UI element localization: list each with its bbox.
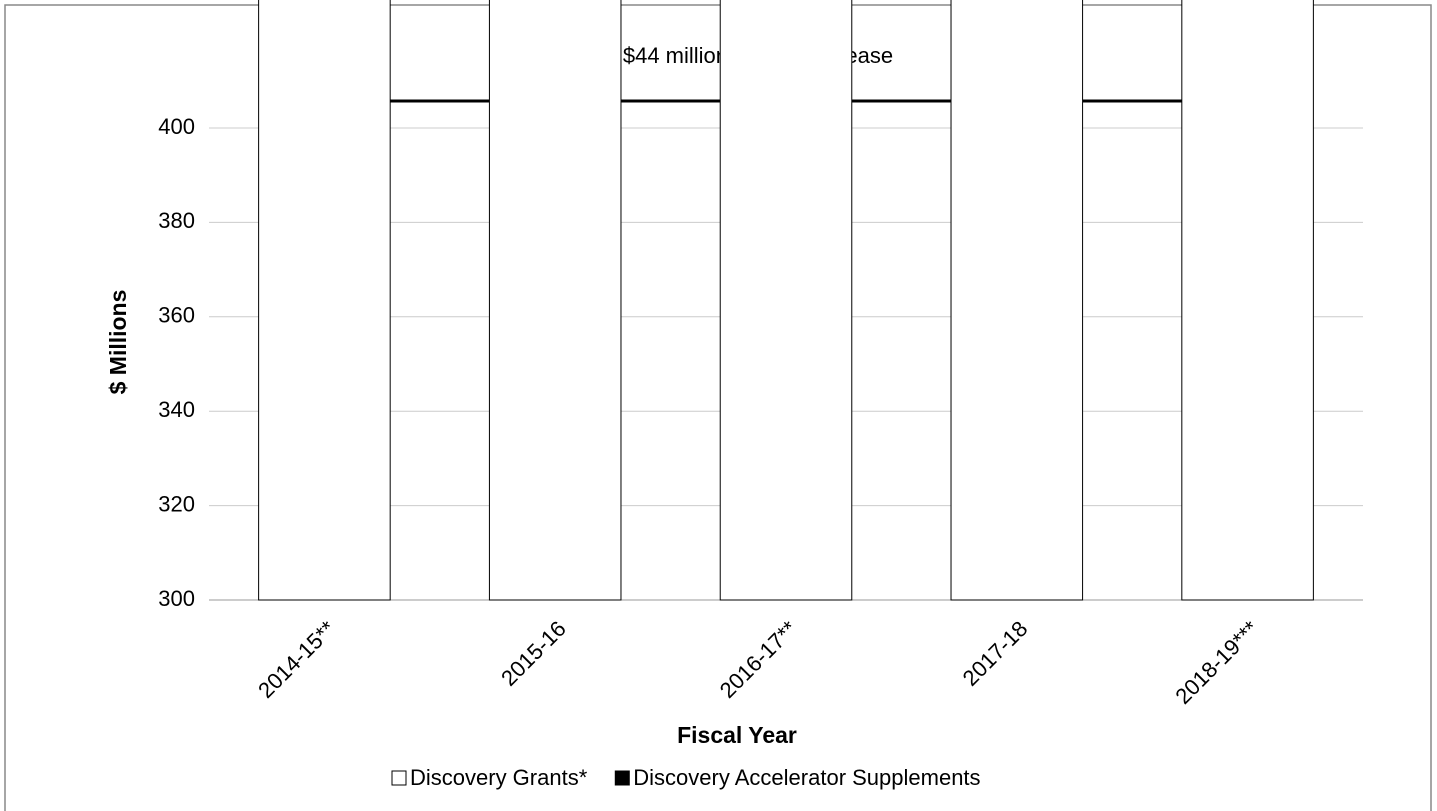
- y-tick-label: 300: [158, 586, 195, 611]
- bar-segment: [950, 0, 1084, 601]
- legend-swatch: [614, 770, 630, 786]
- legend-label: Discovery Grants*: [410, 765, 588, 790]
- y-axis-title: $ Millions: [105, 290, 131, 395]
- legend-swatch: [391, 770, 407, 786]
- bar-segment: [488, 0, 622, 601]
- y-tick-label: 320: [158, 491, 195, 516]
- x-axis-title: Fiscal Year: [677, 722, 797, 748]
- y-tick-label: 400: [158, 114, 195, 139]
- bar-segment: [1181, 0, 1314, 601]
- bar-segment: [719, 0, 853, 601]
- y-tick-label: 360: [158, 303, 195, 328]
- bar-segment: [258, 0, 391, 601]
- y-tick-label: 380: [158, 208, 195, 233]
- y-tick-label: 340: [158, 397, 195, 422]
- legend-label: Discovery Accelerator Supplements: [633, 765, 980, 790]
